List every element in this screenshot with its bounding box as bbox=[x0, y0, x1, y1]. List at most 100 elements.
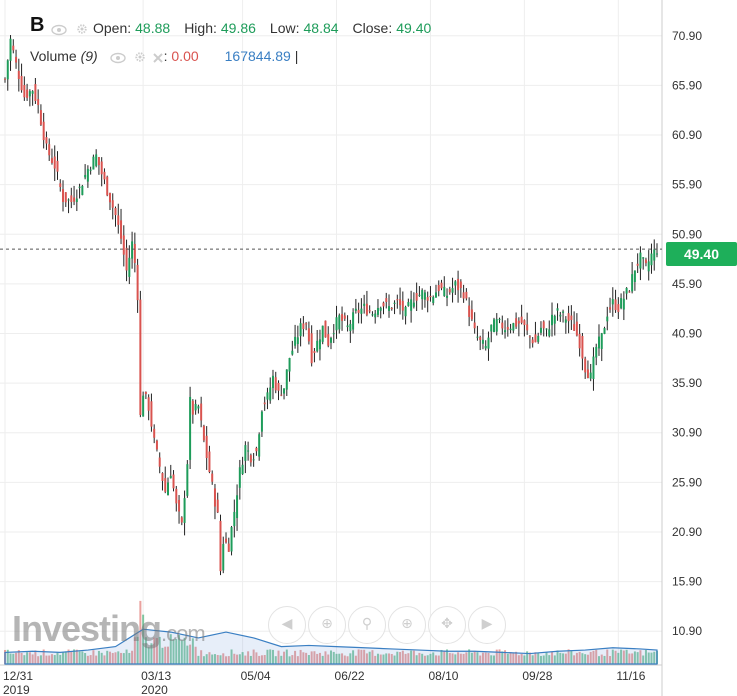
candle-body bbox=[374, 313, 377, 318]
volume-bar bbox=[573, 655, 576, 664]
candle bbox=[589, 363, 592, 382]
pan-button[interactable]: ⊕ bbox=[388, 606, 426, 644]
candle-body bbox=[631, 274, 634, 292]
scroll-right-button[interactable]: ▶ bbox=[468, 606, 506, 644]
volume-bar bbox=[534, 652, 537, 664]
volume-colon: : bbox=[163, 48, 168, 64]
volume-bar bbox=[548, 655, 551, 664]
candle bbox=[564, 316, 567, 334]
close-icon[interactable] bbox=[150, 52, 166, 64]
volume-bar bbox=[559, 652, 562, 664]
candle bbox=[274, 371, 277, 394]
candle-body bbox=[399, 299, 402, 306]
candle bbox=[459, 279, 462, 298]
zoom-in-button[interactable]: ⊕ bbox=[308, 606, 346, 644]
volume-bar bbox=[225, 656, 228, 664]
eye-icon[interactable] bbox=[51, 24, 67, 36]
candle bbox=[269, 377, 272, 404]
high-value: 49.86 bbox=[220, 20, 256, 36]
candle bbox=[338, 313, 341, 334]
volume-bar bbox=[285, 649, 288, 664]
candle-body bbox=[117, 215, 120, 225]
candle-body bbox=[271, 375, 274, 389]
candle bbox=[539, 321, 542, 336]
zoom-out-button[interactable]: ◀ bbox=[268, 606, 306, 644]
candle bbox=[385, 292, 388, 309]
candle bbox=[410, 290, 413, 323]
volume-ma-line bbox=[4, 628, 658, 665]
volume-bar bbox=[379, 654, 382, 664]
volume-bar bbox=[553, 655, 556, 664]
candle-body bbox=[487, 337, 490, 349]
candle bbox=[230, 525, 233, 556]
candle-body bbox=[233, 511, 236, 527]
candle-body bbox=[589, 372, 592, 379]
volume-bar bbox=[495, 649, 498, 664]
gear-icon[interactable] bbox=[132, 51, 148, 63]
candle bbox=[67, 198, 70, 214]
candle-body bbox=[620, 298, 623, 309]
volume-bar bbox=[274, 656, 277, 664]
candle-body bbox=[412, 302, 415, 307]
volume-bar bbox=[122, 653, 125, 664]
candle bbox=[551, 302, 554, 337]
scroll-button[interactable]: ✥ bbox=[428, 606, 466, 644]
volume-bar bbox=[20, 652, 23, 664]
candle-body bbox=[321, 325, 324, 342]
candle-body bbox=[266, 392, 269, 400]
candle bbox=[520, 304, 523, 325]
volume-bar bbox=[167, 646, 169, 664]
candle-body bbox=[153, 428, 156, 438]
volume-bar bbox=[78, 651, 81, 664]
candle bbox=[600, 332, 603, 362]
volume-bar bbox=[338, 653, 341, 664]
candle-body bbox=[150, 401, 153, 427]
volume-bar bbox=[470, 652, 473, 664]
candle-body bbox=[501, 322, 504, 329]
volume-bar bbox=[194, 646, 197, 664]
candle-body bbox=[330, 337, 332, 343]
candle-body bbox=[578, 333, 581, 349]
candle-body bbox=[371, 314, 374, 316]
candle bbox=[42, 112, 45, 149]
volume-bar bbox=[236, 654, 239, 664]
volume-bar bbox=[244, 655, 247, 664]
candle-body bbox=[42, 121, 45, 141]
candle bbox=[504, 320, 507, 339]
volume-bar bbox=[23, 655, 26, 664]
candle bbox=[479, 335, 482, 351]
candle bbox=[183, 490, 186, 536]
volume-bar bbox=[520, 654, 523, 664]
candle-body bbox=[415, 292, 418, 301]
candle bbox=[537, 332, 540, 344]
candle bbox=[158, 452, 161, 474]
volume-bar bbox=[567, 649, 570, 664]
candle-body bbox=[423, 292, 426, 300]
candle bbox=[330, 336, 332, 350]
candle-body bbox=[64, 192, 67, 203]
candle bbox=[244, 441, 247, 474]
candle bbox=[194, 399, 197, 415]
candle-body bbox=[34, 84, 37, 101]
volume-bar bbox=[161, 647, 164, 664]
volume-bar bbox=[382, 654, 385, 664]
candle-body bbox=[175, 488, 178, 504]
gear-icon[interactable] bbox=[74, 23, 90, 35]
zoom-reset-button[interactable]: ⚲ bbox=[348, 606, 386, 644]
candle-body bbox=[495, 319, 498, 332]
candle-body bbox=[462, 292, 465, 299]
volume-bar bbox=[537, 652, 540, 664]
eye-icon[interactable] bbox=[110, 52, 126, 64]
candle-body bbox=[108, 193, 111, 203]
candle bbox=[388, 294, 391, 318]
candle bbox=[100, 157, 103, 187]
candle-body bbox=[213, 488, 216, 507]
candle-body bbox=[310, 333, 313, 364]
candle bbox=[418, 286, 421, 297]
candle bbox=[131, 231, 134, 269]
candle bbox=[515, 312, 518, 329]
volume-bar bbox=[515, 651, 518, 664]
volume-bar bbox=[600, 654, 603, 664]
volume-bar bbox=[611, 649, 614, 664]
